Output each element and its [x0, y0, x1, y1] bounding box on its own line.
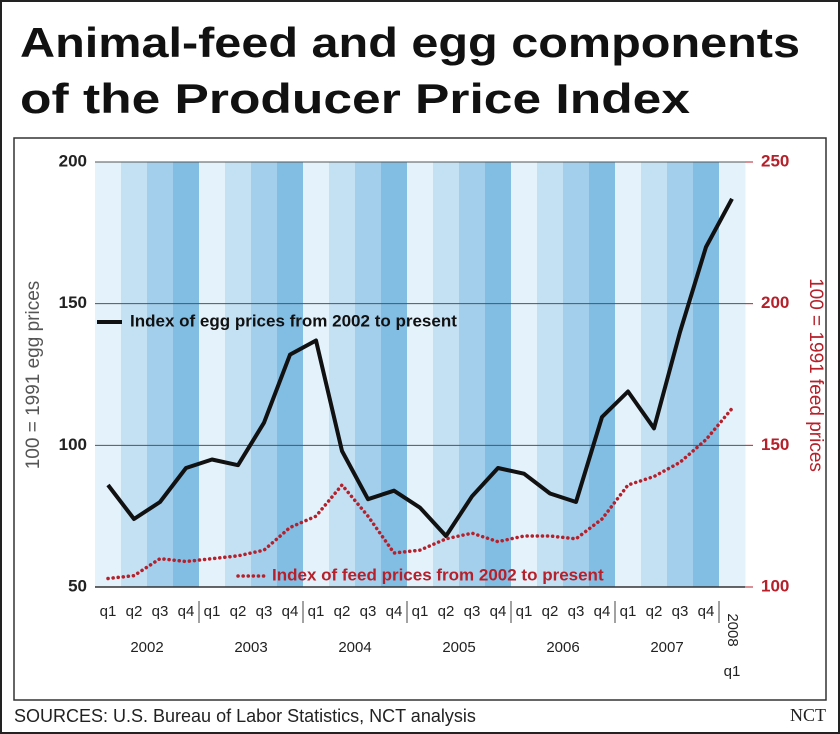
x-tick-label: q1: [308, 603, 325, 620]
stripe: [589, 162, 616, 587]
legend-label: Index of egg prices from 2002 to present: [130, 311, 457, 330]
stripe: [251, 162, 278, 587]
x-tick-label: q3: [672, 603, 689, 620]
x-tick-label: q4: [594, 603, 611, 620]
stripe: [537, 162, 564, 587]
x-tick-label: q2: [334, 603, 351, 620]
chart-title: Animal-feed and egg components: [20, 19, 800, 66]
stripe: [511, 162, 538, 587]
year-label: 2003: [234, 639, 267, 656]
stripe: [355, 162, 382, 587]
y-tick-label: 50: [68, 576, 87, 595]
x-tick-label: q1: [204, 603, 221, 620]
stripe: [719, 162, 746, 587]
year-label: 2008: [724, 613, 741, 646]
y-tick-label: 100: [59, 435, 87, 454]
x-tick-label: q4: [178, 603, 195, 620]
year-label: 2006: [546, 639, 579, 656]
x-tick-label: q2: [646, 603, 663, 620]
y2-tick-label: 150: [761, 435, 789, 454]
stripe: [173, 162, 200, 587]
x-tick-label: q3: [568, 603, 585, 620]
legend-label: Index of feed prices from 2002 to presen…: [272, 565, 604, 584]
stripe: [381, 162, 408, 587]
series-line: [106, 197, 734, 538]
y-axis-label: 100 = 1991 egg prices: [23, 281, 44, 470]
series-line: [106, 406, 734, 581]
x-tick-label: q3: [152, 603, 169, 620]
stripe: [121, 162, 148, 587]
x-tick-label: q4: [698, 603, 715, 620]
y2-tick-label: 250: [761, 151, 789, 170]
stripe: [667, 162, 694, 587]
stripe: [641, 162, 668, 587]
stripe: [225, 162, 252, 587]
year-label: 2002: [130, 639, 163, 656]
year-label: 2007: [650, 639, 683, 656]
stripe: [329, 162, 356, 587]
x-tick-label: q4: [490, 603, 507, 620]
y-tick-label: 200: [59, 151, 87, 170]
chart-border: [13, 137, 827, 701]
stripe: [95, 162, 122, 587]
x-tick-label: q1: [412, 603, 429, 620]
stripe: [459, 162, 486, 587]
x-tick-label: q1: [620, 603, 637, 620]
x-tick-label: q1: [724, 663, 741, 680]
credit: NCT: [790, 705, 826, 725]
stripe: [199, 162, 226, 587]
stripe: [485, 162, 512, 587]
y2-axis-label: 100 = 1991 feed prices: [805, 278, 826, 472]
x-tick-label: q3: [256, 603, 273, 620]
x-tick-label: q4: [386, 603, 403, 620]
y-tick-label: 150: [59, 293, 87, 312]
stripe: [563, 162, 590, 587]
x-tick-label: q2: [438, 603, 455, 620]
x-tick-label: q1: [516, 603, 533, 620]
stripe: [407, 162, 434, 587]
x-tick-label: q2: [126, 603, 143, 620]
x-tick-label: q2: [230, 603, 247, 620]
y2-tick-label: 200: [761, 293, 789, 312]
source: SOURCES: U.S. Bureau of Labor Statistics…: [14, 706, 476, 726]
stripe: [147, 162, 174, 587]
chart-title: of the Producer Price Index: [20, 75, 691, 122]
x-tick-label: q3: [464, 603, 481, 620]
x-tick-label: q1: [100, 603, 117, 620]
x-tick-label: q3: [360, 603, 377, 620]
x-tick-label: q4: [282, 603, 299, 620]
year-label: 2004: [338, 639, 371, 656]
stripe: [433, 162, 460, 587]
y2-tick-label: 100: [761, 576, 789, 595]
stripe: [615, 162, 642, 587]
year-label: 2005: [442, 639, 475, 656]
x-tick-label: q2: [542, 603, 559, 620]
